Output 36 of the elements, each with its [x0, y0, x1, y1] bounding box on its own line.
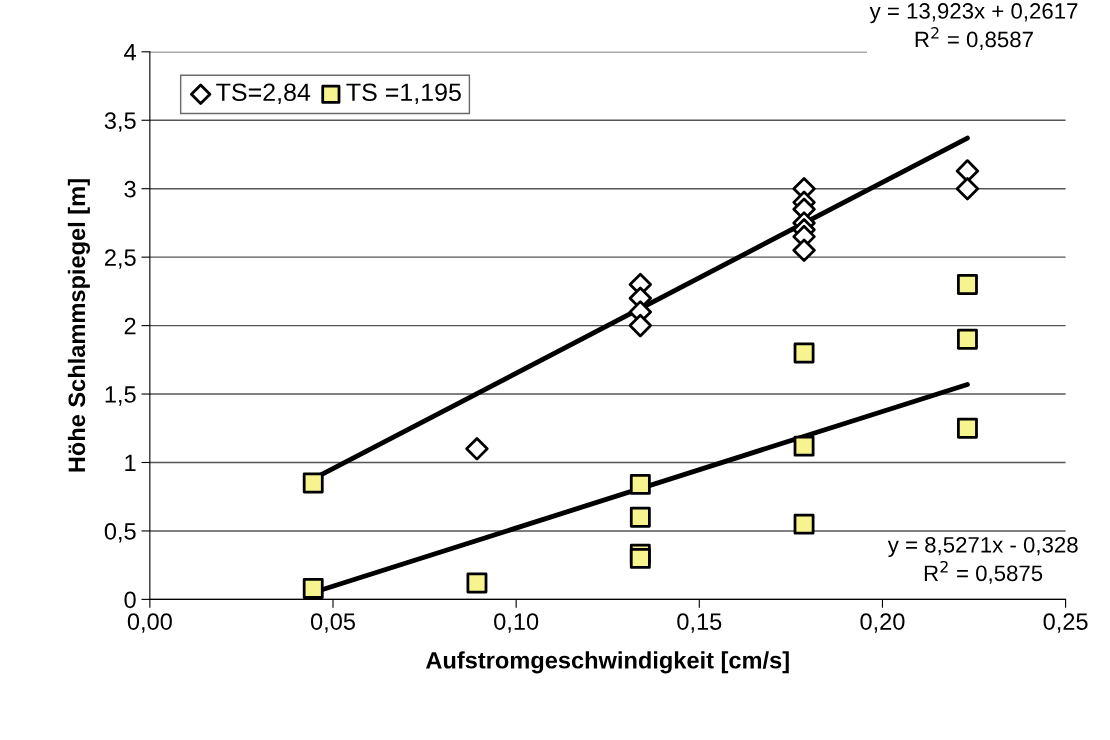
- legend-label: TS=2,84: [216, 83, 311, 105]
- y-tick-label: 2: [124, 317, 136, 335]
- point: [629, 473, 651, 495]
- point: [465, 437, 489, 461]
- text: y = 13,923x + 0,2617 R$^{2}$ = 0,8587: [869, 3, 1078, 50]
- point: [956, 274, 978, 295]
- y-tick-label: 0,5: [104, 523, 136, 543]
- x-tick-label: 0,10: [494, 613, 539, 633]
- x-tick-label: 0,20: [860, 613, 905, 633]
- point: [792, 238, 816, 262]
- point: [628, 313, 653, 338]
- point: [955, 177, 980, 201]
- point: [956, 328, 978, 350]
- y-tick-label: 3: [124, 180, 136, 198]
- point: [302, 578, 324, 599]
- x-tick-label: 0,25: [1043, 613, 1088, 633]
- y-tick-label: 1: [125, 454, 136, 472]
- point: [956, 417, 978, 439]
- y-axis-title: Höhe Schlammspiegel [m]: [67, 179, 90, 472]
- y-tick-label: 3,5: [104, 112, 136, 132]
- annotation: y = 8,5271x - 0,328 R$^{2}$ = 0,5875: [887, 536, 1078, 584]
- point: [793, 342, 815, 364]
- x-tick-label: 0,00: [127, 613, 172, 633]
- x-tick-label: 0,15: [677, 613, 722, 633]
- y-tick-label: 0: [124, 591, 136, 609]
- x-axis-title: Aufstromgeschwindigkeit [cm/s]: [425, 651, 789, 674]
- x-tick-label: 0,05: [310, 613, 355, 633]
- point: [629, 506, 651, 528]
- point: [793, 435, 815, 457]
- legend-label: TS =1,195: [346, 83, 461, 105]
- y-tick-label: 1,5: [105, 386, 136, 406]
- point: [302, 472, 324, 494]
- point: [793, 513, 815, 535]
- point: [466, 572, 488, 594]
- y-tick-label: 2,5: [105, 249, 136, 269]
- y-tick-label: 4: [124, 44, 136, 61]
